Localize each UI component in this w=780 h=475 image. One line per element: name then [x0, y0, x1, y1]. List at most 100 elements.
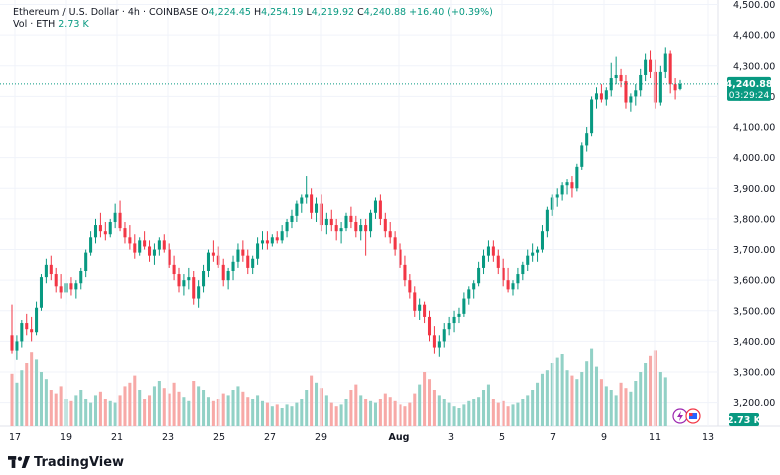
candle-body: [482, 255, 486, 268]
volume-bar: [221, 393, 225, 426]
candle-body: [231, 261, 235, 271]
volume-bar: [457, 408, 461, 426]
candle-body: [236, 249, 240, 262]
high-label: H: [253, 7, 262, 18]
candle-body: [472, 283, 476, 290]
volume-bar: [108, 400, 112, 426]
tradingview-logo: TradingView: [8, 454, 124, 470]
volume-bar: [177, 391, 181, 426]
volume-bar: [246, 397, 250, 426]
candle-body: [496, 255, 500, 268]
volume-bar: [59, 386, 63, 426]
high-value: 4,254.19: [261, 7, 304, 18]
x-tick-label: 7: [550, 432, 556, 443]
y-tick-label: 3,700.00: [733, 245, 775, 256]
candle-body: [15, 341, 19, 351]
volume-bar: [15, 382, 19, 426]
candle-body: [74, 283, 78, 290]
volume-bar: [609, 390, 613, 426]
volume-bar: [295, 402, 299, 426]
low-value: 4,219.92: [311, 7, 355, 18]
candle-body: [594, 93, 599, 100]
candle-body: [629, 96, 633, 103]
candle-body: [79, 270, 83, 284]
volume-bar: [418, 384, 422, 426]
volume-bar: [84, 399, 88, 426]
volume-bar: [540, 373, 544, 426]
candle-body: [634, 90, 638, 97]
volume-bar: [30, 352, 34, 426]
candle-body: [418, 304, 422, 311]
volume-bar: [349, 390, 353, 426]
candle-body: [580, 145, 584, 167]
volume-bar: [98, 391, 102, 426]
volume-bar: [550, 363, 554, 426]
candle-body: [241, 249, 245, 256]
volume-bar: [157, 381, 161, 426]
x-tick-label: 23: [162, 432, 174, 443]
y-tick-label: 3,600.00: [733, 276, 775, 287]
candle-body: [44, 264, 48, 278]
candle-body: [84, 252, 88, 271]
volume-bar: [89, 402, 93, 426]
volume-bar: [501, 400, 505, 426]
volume-legend: Vol · ETH 2.73 K: [13, 19, 89, 30]
x-tick-label: 19: [60, 432, 72, 443]
candle-body: [216, 255, 220, 265]
candle-body: [427, 316, 432, 336]
candle-body: [93, 225, 98, 238]
volume-bar: [172, 382, 176, 426]
candle-body: [506, 280, 510, 290]
candle-body: [457, 313, 461, 317]
volume-bar: [93, 395, 98, 426]
candle-body: [624, 81, 628, 103]
volume-value: 2.73 K: [58, 19, 89, 30]
volume-bar: [560, 354, 564, 426]
volume-bar: [477, 397, 481, 426]
candle-body: [590, 99, 594, 134]
volume-bar: [324, 395, 328, 426]
volume-bar: [339, 404, 343, 426]
candle-body: [113, 212, 117, 222]
x-tick-label: 11: [649, 432, 661, 443]
us-flag-canton: [689, 413, 693, 416]
candle-body: [329, 218, 333, 226]
candle-body: [393, 237, 397, 250]
candle-body: [172, 264, 176, 275]
y-tick-label: 4,100.00: [733, 123, 775, 134]
volume-bar: [437, 395, 441, 426]
candle-body: [69, 283, 73, 290]
candle-body: [609, 78, 613, 91]
volume-bar: [423, 372, 427, 426]
y-tick-label: 4,400.00: [733, 31, 775, 42]
volume-bar: [452, 406, 456, 426]
candle-body: [403, 264, 407, 281]
candle-body: [575, 166, 579, 189]
volume-bar: [241, 391, 245, 426]
candle-body: [177, 274, 181, 287]
candle-body: [658, 71, 662, 103]
y-tick-label: 4,500.00: [733, 0, 775, 11]
volume-bar: [447, 402, 451, 426]
candle-body: [167, 249, 171, 265]
volume-bar: [20, 370, 24, 426]
x-tick-label: 13: [702, 432, 714, 443]
x-tick-label: 21: [111, 432, 123, 443]
candle-body: [649, 59, 653, 72]
volume-tag: [729, 413, 759, 426]
volume-bar: [260, 400, 265, 426]
candle-body: [305, 194, 309, 198]
candle-body: [138, 240, 142, 253]
candle-body: [540, 231, 544, 250]
volume-bar: [658, 372, 662, 426]
candle-body: [344, 215, 348, 229]
candle-body: [536, 249, 540, 253]
candle-body: [413, 292, 417, 311]
candle-body: [221, 264, 225, 281]
volume-bar: [305, 390, 309, 426]
volume-bar: [79, 390, 83, 426]
volume-bar: [491, 399, 495, 426]
volume-bar: [462, 404, 466, 426]
